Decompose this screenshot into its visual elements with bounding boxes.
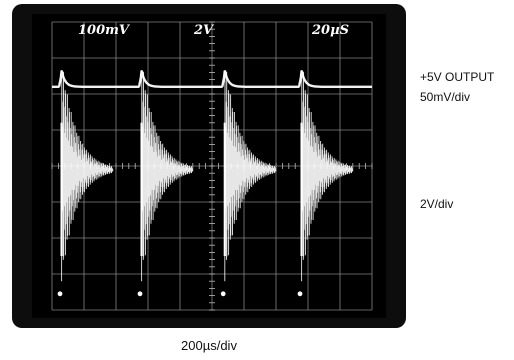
timebase-label: 200µs/div <box>181 338 237 353</box>
ringing-burst-2 <box>141 69 194 282</box>
vertical-scale-readout-ch2: 2V <box>193 23 215 38</box>
ringing-burst-4 <box>301 69 354 282</box>
vertical-scale-readout-ch1: 100mV <box>78 23 131 38</box>
output-trace-scale: 50mV/div <box>420 90 471 104</box>
oscilloscope-frame: 100mV 2V 20µS <box>12 4 406 328</box>
oscilloscope-screen: 100mV 2V 20µS <box>32 14 386 318</box>
timebase-readout: 20µS <box>311 23 349 38</box>
switch-low-dot-2 <box>137 291 143 297</box>
switch-low-dot-3 <box>220 291 226 297</box>
output-voltage-trace <box>52 70 372 88</box>
switch-low-dot-1 <box>57 291 63 297</box>
switch-trace-scale: 2V/div <box>420 197 454 211</box>
output-trace-title: +5V OUTPUT <box>420 70 495 84</box>
ringing-burst-1 <box>61 69 114 282</box>
ringing-burst-3 <box>224 69 277 282</box>
oscilloscope-plot: 100mV 2V 20µS <box>51 21 373 311</box>
switch-low-dot-4 <box>297 291 303 297</box>
